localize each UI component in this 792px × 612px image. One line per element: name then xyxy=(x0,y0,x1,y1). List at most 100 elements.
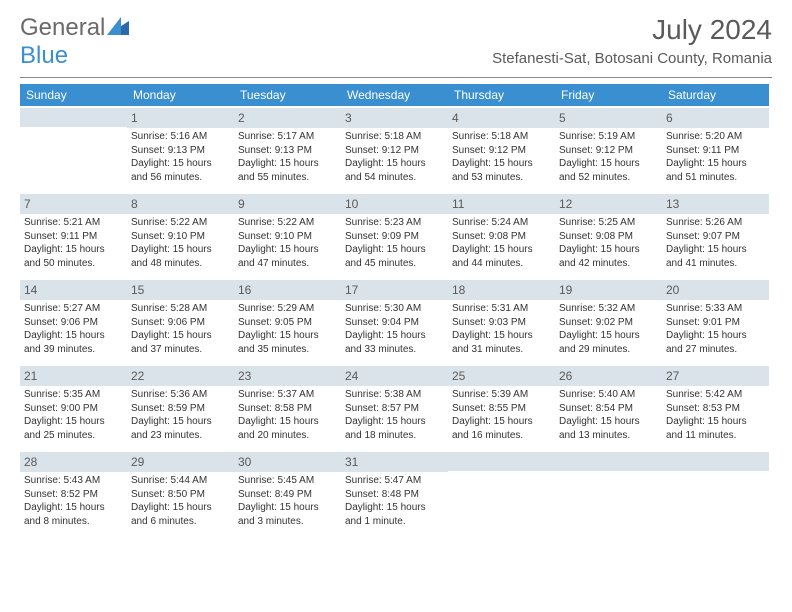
day-info: Sunrise: 5:18 AMSunset: 9:12 PMDaylight:… xyxy=(452,130,551,184)
day-number: 4 xyxy=(448,108,555,128)
day-cell: 20Sunrise: 5:33 AMSunset: 9:01 PMDayligh… xyxy=(662,278,769,364)
day-number: 12 xyxy=(555,194,662,214)
weekday-header: Thursday xyxy=(448,84,555,106)
weekday-header: Monday xyxy=(127,84,234,106)
day-info: Sunrise: 5:18 AMSunset: 9:12 PMDaylight:… xyxy=(345,130,444,184)
day-info: Sunrise: 5:38 AMSunset: 8:57 PMDaylight:… xyxy=(345,388,444,442)
empty-day-bar xyxy=(448,452,555,471)
day-cell xyxy=(448,450,555,536)
logo: General xyxy=(20,14,129,42)
day-number: 18 xyxy=(448,280,555,300)
day-number: 5 xyxy=(555,108,662,128)
day-cell: 12Sunrise: 5:25 AMSunset: 9:08 PMDayligh… xyxy=(555,192,662,278)
day-info: Sunrise: 5:25 AMSunset: 9:08 PMDaylight:… xyxy=(559,216,658,270)
day-number: 27 xyxy=(662,366,769,386)
day-number: 11 xyxy=(448,194,555,214)
day-cell: 23Sunrise: 5:37 AMSunset: 8:58 PMDayligh… xyxy=(234,364,341,450)
weeks-container: 1Sunrise: 5:16 AMSunset: 9:13 PMDaylight… xyxy=(20,106,772,536)
day-cell: 21Sunrise: 5:35 AMSunset: 9:00 PMDayligh… xyxy=(20,364,127,450)
day-info: Sunrise: 5:24 AMSunset: 9:08 PMDaylight:… xyxy=(452,216,551,270)
day-cell xyxy=(20,106,127,192)
weekday-header: Tuesday xyxy=(234,84,341,106)
day-cell: 27Sunrise: 5:42 AMSunset: 8:53 PMDayligh… xyxy=(662,364,769,450)
week-row: 1Sunrise: 5:16 AMSunset: 9:13 PMDaylight… xyxy=(20,106,772,192)
day-cell: 16Sunrise: 5:29 AMSunset: 9:05 PMDayligh… xyxy=(234,278,341,364)
logo-mark-icon xyxy=(107,14,129,42)
empty-day-bar xyxy=(20,108,127,127)
day-info: Sunrise: 5:17 AMSunset: 9:13 PMDaylight:… xyxy=(238,130,337,184)
day-cell: 25Sunrise: 5:39 AMSunset: 8:55 PMDayligh… xyxy=(448,364,555,450)
day-number: 10 xyxy=(341,194,448,214)
day-number: 6 xyxy=(662,108,769,128)
day-number: 31 xyxy=(341,452,448,472)
day-number: 20 xyxy=(662,280,769,300)
day-cell: 11Sunrise: 5:24 AMSunset: 9:08 PMDayligh… xyxy=(448,192,555,278)
day-cell: 22Sunrise: 5:36 AMSunset: 8:59 PMDayligh… xyxy=(127,364,234,450)
day-cell: 30Sunrise: 5:45 AMSunset: 8:49 PMDayligh… xyxy=(234,450,341,536)
day-cell xyxy=(555,450,662,536)
day-cell: 13Sunrise: 5:26 AMSunset: 9:07 PMDayligh… xyxy=(662,192,769,278)
day-cell: 29Sunrise: 5:44 AMSunset: 8:50 PMDayligh… xyxy=(127,450,234,536)
weekday-header-row: SundayMondayTuesdayWednesdayThursdayFrid… xyxy=(20,84,772,106)
day-info: Sunrise: 5:47 AMSunset: 8:48 PMDaylight:… xyxy=(345,474,444,528)
week-row: 14Sunrise: 5:27 AMSunset: 9:06 PMDayligh… xyxy=(20,278,772,364)
day-number: 9 xyxy=(234,194,341,214)
day-cell: 4Sunrise: 5:18 AMSunset: 9:12 PMDaylight… xyxy=(448,106,555,192)
weekday-header: Friday xyxy=(555,84,662,106)
weekday-header: Saturday xyxy=(662,84,769,106)
calendar-grid: SundayMondayTuesdayWednesdayThursdayFrid… xyxy=(20,84,772,536)
day-info: Sunrise: 5:23 AMSunset: 9:09 PMDaylight:… xyxy=(345,216,444,270)
day-info: Sunrise: 5:45 AMSunset: 8:49 PMDaylight:… xyxy=(238,474,337,528)
day-info: Sunrise: 5:19 AMSunset: 9:12 PMDaylight:… xyxy=(559,130,658,184)
day-cell: 26Sunrise: 5:40 AMSunset: 8:54 PMDayligh… xyxy=(555,364,662,450)
logo-text-general: General xyxy=(20,14,105,42)
day-info: Sunrise: 5:22 AMSunset: 9:10 PMDaylight:… xyxy=(238,216,337,270)
day-cell: 5Sunrise: 5:19 AMSunset: 9:12 PMDaylight… xyxy=(555,106,662,192)
day-cell: 28Sunrise: 5:43 AMSunset: 8:52 PMDayligh… xyxy=(20,450,127,536)
day-number: 3 xyxy=(341,108,448,128)
day-info: Sunrise: 5:21 AMSunset: 9:11 PMDaylight:… xyxy=(24,216,123,270)
day-cell: 10Sunrise: 5:23 AMSunset: 9:09 PMDayligh… xyxy=(341,192,448,278)
day-cell: 14Sunrise: 5:27 AMSunset: 9:06 PMDayligh… xyxy=(20,278,127,364)
day-info: Sunrise: 5:43 AMSunset: 8:52 PMDaylight:… xyxy=(24,474,123,528)
day-cell: 7Sunrise: 5:21 AMSunset: 9:11 PMDaylight… xyxy=(20,192,127,278)
day-info: Sunrise: 5:26 AMSunset: 9:07 PMDaylight:… xyxy=(666,216,765,270)
day-number: 28 xyxy=(20,452,127,472)
day-info: Sunrise: 5:27 AMSunset: 9:06 PMDaylight:… xyxy=(24,302,123,356)
location-text: Stefanesti-Sat, Botosani County, Romania xyxy=(492,50,772,67)
day-info: Sunrise: 5:44 AMSunset: 8:50 PMDaylight:… xyxy=(131,474,230,528)
day-number: 29 xyxy=(127,452,234,472)
day-info: Sunrise: 5:31 AMSunset: 9:03 PMDaylight:… xyxy=(452,302,551,356)
day-cell: 15Sunrise: 5:28 AMSunset: 9:06 PMDayligh… xyxy=(127,278,234,364)
day-info: Sunrise: 5:20 AMSunset: 9:11 PMDaylight:… xyxy=(666,130,765,184)
day-cell: 3Sunrise: 5:18 AMSunset: 9:12 PMDaylight… xyxy=(341,106,448,192)
page-title: July 2024 xyxy=(492,14,772,46)
day-number: 14 xyxy=(20,280,127,300)
day-number: 24 xyxy=(341,366,448,386)
day-info: Sunrise: 5:32 AMSunset: 9:02 PMDaylight:… xyxy=(559,302,658,356)
day-number: 19 xyxy=(555,280,662,300)
day-info: Sunrise: 5:40 AMSunset: 8:54 PMDaylight:… xyxy=(559,388,658,442)
day-info: Sunrise: 5:39 AMSunset: 8:55 PMDaylight:… xyxy=(452,388,551,442)
day-info: Sunrise: 5:16 AMSunset: 9:13 PMDaylight:… xyxy=(131,130,230,184)
day-info: Sunrise: 5:36 AMSunset: 8:59 PMDaylight:… xyxy=(131,388,230,442)
day-cell: 17Sunrise: 5:30 AMSunset: 9:04 PMDayligh… xyxy=(341,278,448,364)
day-number: 30 xyxy=(234,452,341,472)
title-block: July 2024 Stefanesti-Sat, Botosani Count… xyxy=(492,14,772,67)
weekday-header: Wednesday xyxy=(341,84,448,106)
day-cell: 1Sunrise: 5:16 AMSunset: 9:13 PMDaylight… xyxy=(127,106,234,192)
day-info: Sunrise: 5:29 AMSunset: 9:05 PMDaylight:… xyxy=(238,302,337,356)
day-cell: 18Sunrise: 5:31 AMSunset: 9:03 PMDayligh… xyxy=(448,278,555,364)
empty-day-bar xyxy=(662,452,769,471)
week-row: 28Sunrise: 5:43 AMSunset: 8:52 PMDayligh… xyxy=(20,450,772,536)
day-number: 2 xyxy=(234,108,341,128)
day-number: 1 xyxy=(127,108,234,128)
day-number: 7 xyxy=(20,194,127,214)
day-info: Sunrise: 5:22 AMSunset: 9:10 PMDaylight:… xyxy=(131,216,230,270)
day-number: 13 xyxy=(662,194,769,214)
day-info: Sunrise: 5:28 AMSunset: 9:06 PMDaylight:… xyxy=(131,302,230,356)
day-number: 23 xyxy=(234,366,341,386)
day-number: 8 xyxy=(127,194,234,214)
day-cell xyxy=(662,450,769,536)
day-number: 16 xyxy=(234,280,341,300)
